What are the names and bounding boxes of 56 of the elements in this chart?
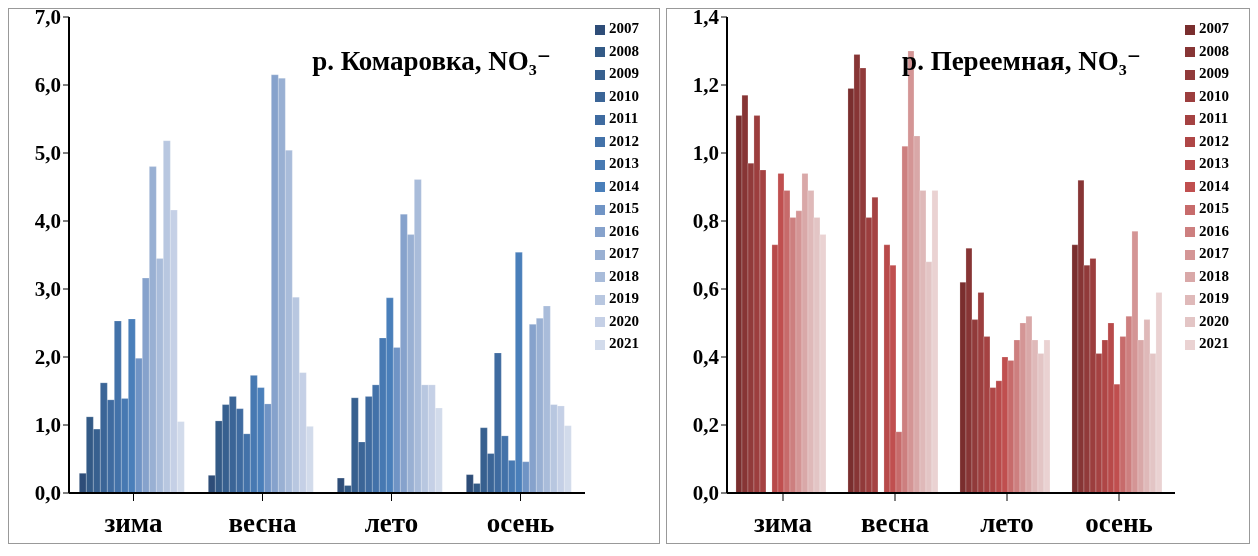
y-tick-label: 0,2 [692, 413, 719, 438]
legend-label: 2019 [609, 290, 639, 306]
y-tick-label: 4,0 [34, 209, 61, 234]
text: р. Комаровка, NO₃⁻ [312, 46, 551, 76]
x-tick-label: лето [364, 508, 419, 539]
legend-label: 2014 [609, 177, 639, 194]
legend-label: 2014 [1199, 177, 1229, 194]
legend-label: 2012 [1199, 132, 1229, 149]
legend-label: 2018 [1199, 267, 1229, 284]
y-tick-label: 0,0 [34, 481, 61, 506]
legend-label: 2007 [1199, 20, 1229, 36]
legend-label: 2013 [609, 155, 639, 171]
legend-label: 2011 [1199, 110, 1229, 126]
legend-label: 2009 [609, 65, 639, 81]
x-tick-label: весна [228, 508, 297, 539]
legend-label: 2012 [609, 132, 639, 149]
legend-label: 2008 [1199, 42, 1229, 59]
legend-label: 2019 [1199, 290, 1229, 306]
y-tick-label: 3,0 [34, 277, 61, 302]
legend-label: 2008 [609, 42, 639, 59]
legend-label: 2021 [609, 335, 639, 351]
legend-label: 2015 [1199, 200, 1229, 216]
legend-label: 2020 [609, 312, 639, 329]
y-tick-label: 1,0 [34, 413, 61, 438]
x-tick-label: осень [1085, 508, 1153, 539]
x-tick-label: зима [753, 508, 813, 539]
y-tick-label: 7,0 [34, 5, 61, 30]
x-tick-label: лето [980, 508, 1034, 539]
legend-label: 2017 [609, 245, 639, 261]
y-tick-label: 1,2 [692, 73, 719, 98]
legend-label: 2016 [1199, 222, 1229, 239]
legend-label: 2007 [609, 20, 639, 36]
legend-label: 2011 [609, 110, 639, 126]
legend-label: 2015 [609, 200, 639, 216]
y-tick-label: 6,0 [34, 73, 61, 98]
y-tick-label: 0,4 [692, 345, 720, 370]
x-tick-label: зима [104, 508, 164, 539]
y-tick-label: 1,0 [692, 141, 719, 166]
y-tick-label: 0,8 [692, 209, 719, 234]
legend-label: 2010 [1199, 87, 1229, 104]
legend-label: 2020 [1199, 312, 1229, 329]
legend-label: 2021 [1199, 335, 1229, 351]
y-tick-label: 5,0 [34, 141, 61, 166]
y-tick-label: 1,4 [692, 5, 720, 30]
legend-label: 2010 [609, 87, 639, 104]
text: р. Переемная, NO₃⁻ [902, 46, 1141, 76]
x-tick-label: весна [861, 508, 930, 539]
legend-label: 2016 [609, 222, 639, 239]
y-tick-label: 2,0 [34, 345, 61, 370]
y-tick-label: 0,0 [692, 481, 719, 506]
legend-label: 2013 [1199, 155, 1229, 171]
x-tick-label: осень [486, 508, 555, 539]
y-tick-label: 0,6 [692, 277, 719, 302]
legend-label: 2018 [609, 267, 639, 284]
legend-label: 2009 [1199, 65, 1229, 81]
legend-label: 2017 [1199, 245, 1229, 261]
